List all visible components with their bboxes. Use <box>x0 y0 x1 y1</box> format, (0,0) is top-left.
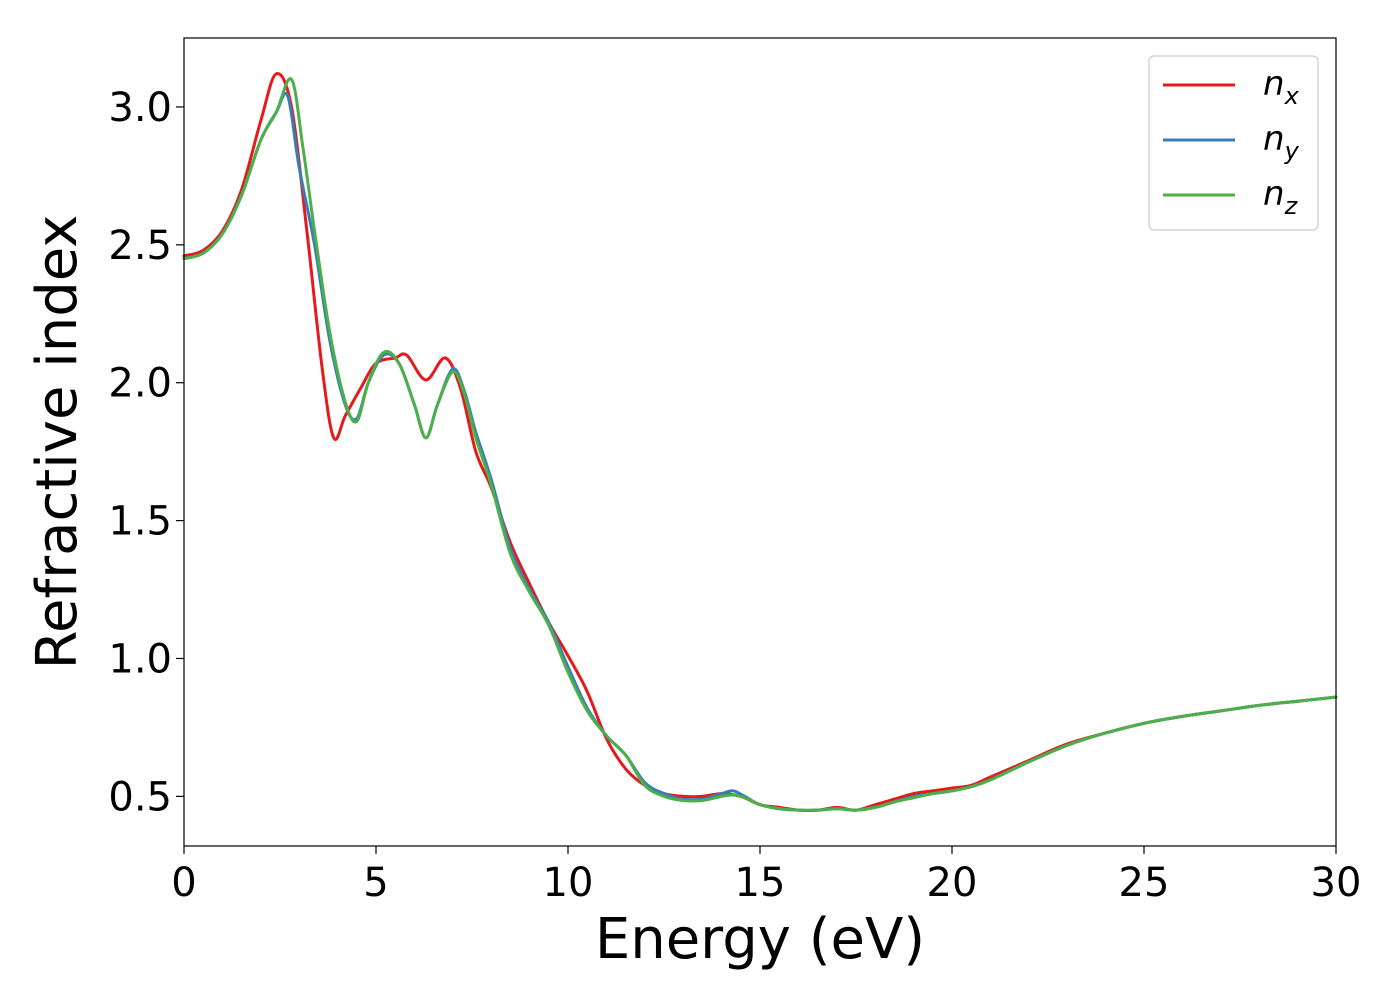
legend-label-n-y: ny <box>1263 119 1300 165</box>
x-tick-label: 0 <box>171 860 196 906</box>
x-axis: 0 5 10 15 20 25 30 <box>171 846 1361 906</box>
y-axis: 0.5 1.0 1.5 2.0 2.5 3.0 <box>108 85 184 820</box>
legend-box <box>1148 55 1319 231</box>
series-line-n-z <box>182 77 1338 812</box>
plot-area <box>182 72 1338 812</box>
legend: nx ny nz <box>1148 55 1319 231</box>
y-axis-title: Refractive index <box>25 215 90 670</box>
legend-label-n-x: nx <box>1263 64 1300 110</box>
legend-label-n-z: nz <box>1263 174 1299 220</box>
y-tick-label: 2.0 <box>108 361 172 407</box>
x-axis-title: Energy (eV) <box>595 907 925 972</box>
y-tick-label: 3.0 <box>108 85 172 131</box>
y-tick-label: 2.5 <box>108 223 172 269</box>
y-tick-label: 1.5 <box>108 499 172 545</box>
x-tick-label: 10 <box>543 860 594 906</box>
series-line-n-x <box>182 72 1338 812</box>
y-tick-label: 0.5 <box>108 774 172 820</box>
x-tick-label: 15 <box>735 860 786 906</box>
x-tick-label: 5 <box>363 860 388 906</box>
y-tick-label: 1.0 <box>108 636 172 682</box>
x-tick-label: 30 <box>1311 860 1362 906</box>
x-tick-label: 25 <box>1119 860 1170 906</box>
x-tick-label: 20 <box>927 860 978 906</box>
